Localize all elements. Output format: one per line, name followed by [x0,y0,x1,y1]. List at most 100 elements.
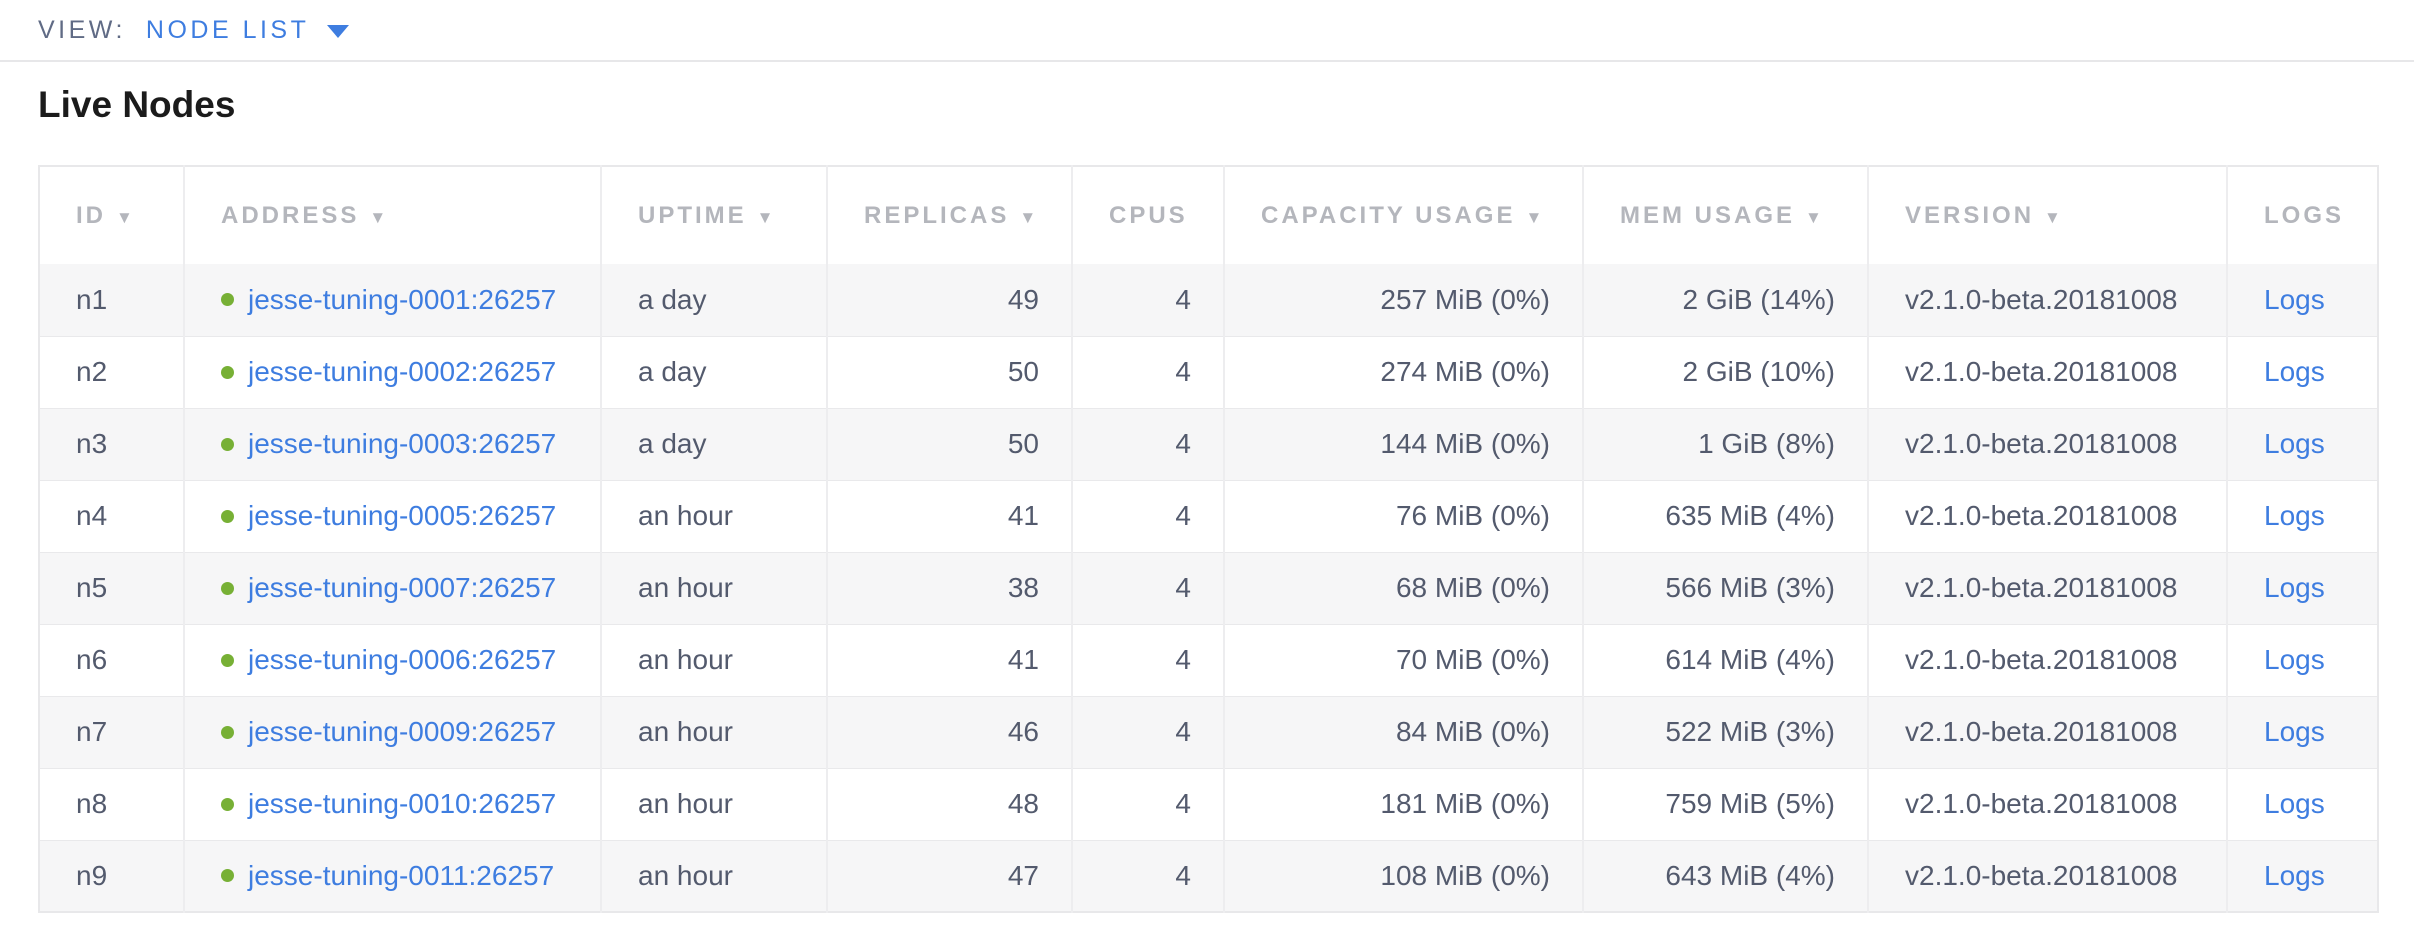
node-logs-link[interactable]: Logs [2264,283,2325,315]
node-logs-link[interactable]: Logs [2264,716,2325,747]
logs-cell: Logs [2227,264,2378,336]
view-selector[interactable]: NODE LIST [146,16,350,45]
capacity-cell: 274 MiB (0%) [1224,335,1584,408]
column-header-label: VERSION [1905,201,2035,229]
cpus-cell: 4 [1072,695,1225,768]
node-logs-link[interactable]: Logs [2264,644,2325,675]
id-cell: n9 [39,839,185,912]
replicas-cell: 48 [827,767,1073,840]
node-logs-link[interactable]: Logs [2264,428,2325,459]
address-cell: jesse-tuning-0002:26257 [184,335,602,408]
version-cell: v2.1.0-beta.20181008 [1868,335,2228,408]
capacity-cell: 70 MiB (0%) [1224,623,1584,696]
replicas-cell: 38 [827,551,1073,624]
sort-arrow-icon: ▼ [756,207,777,227]
node-address-link[interactable]: jesse-tuning-0007:26257 [248,572,557,603]
column-header-capacity[interactable]: CAPACITY USAGE ▼ [1224,166,1584,264]
address-cell: jesse-tuning-0006:26257 [184,623,602,696]
table-header-row: ID ▼ ADDRESS ▼ UPTIME ▼ REPLICAS ▼ CPUS CAPACITY … [39,166,2378,264]
cpus-cell: 4 [1072,839,1225,912]
column-header-mem[interactable]: MEM USAGE ▼ [1583,166,1869,264]
address-cell: jesse-tuning-0009:26257 [184,695,602,768]
logs-cell: Logs [2227,479,2378,552]
address-cell: jesse-tuning-0005:26257 [184,479,602,552]
column-header-id[interactable]: ID ▼ [39,166,185,264]
version-cell: v2.1.0-beta.20181008 [1868,695,2228,768]
uptime-cell: an hour [601,695,828,768]
node-logs-link[interactable]: Logs [2264,500,2325,531]
cpus-cell: 4 [1072,264,1225,336]
mem-cell: 614 MiB (4%) [1583,623,1869,696]
uptime-cell: a day [601,264,828,336]
uptime-cell: a day [601,407,828,480]
mem-cell: 643 MiB (4%) [1583,839,1869,912]
cpus-cell: 4 [1072,335,1225,408]
table-row: n8 jesse-tuning-0010:26257 an hour 48 4 181 M… [39,767,2378,840]
node-address-link[interactable]: jesse-tuning-0011:26257 [248,859,555,891]
node-healthy-status-icon [221,509,234,523]
address-cell: jesse-tuning-0010:26257 [184,767,602,840]
node-address-link[interactable]: jesse-tuning-0002:26257 [248,356,557,387]
mem-cell: 522 MiB (3%) [1583,695,1869,768]
mem-cell: 2 GiB (14%) [1583,264,1869,336]
version-cell: v2.1.0-beta.20181008 [1868,839,2228,912]
uptime-cell: an hour [601,839,828,912]
sort-arrow-icon: ▼ [1525,207,1546,227]
node-logs-link[interactable]: Logs [2264,788,2325,819]
capacity-cell: 144 MiB (0%) [1224,407,1584,480]
capacity-cell: 108 MiB (0%) [1224,839,1584,912]
column-header-uptime[interactable]: UPTIME ▼ [601,166,828,264]
mem-cell: 635 MiB (4%) [1583,479,1869,552]
capacity-cell: 84 MiB (0%) [1224,695,1584,768]
version-cell: v2.1.0-beta.20181008 [1868,551,2228,624]
column-header-address[interactable]: ADDRESS ▼ [184,166,602,264]
id-cell: n4 [39,479,185,552]
table-row: n7 jesse-tuning-0009:26257 an hour 46 4 84 Mi… [39,695,2378,768]
logs-cell: Logs [2227,407,2378,480]
replicas-cell: 49 [827,264,1073,336]
node-logs-link[interactable]: Logs [2264,356,2325,387]
id-cell: n5 [39,551,185,624]
cpus-cell: 4 [1072,767,1225,840]
address-cell: jesse-tuning-0003:26257 [184,407,602,480]
logs-cell: Logs [2227,767,2378,840]
sort-arrow-icon: ▼ [1805,207,1825,227]
node-address-link[interactable]: jesse-tuning-0009:26257 [248,716,557,747]
node-address-link[interactable]: jesse-tuning-0010:26257 [248,788,557,819]
chevron-down-icon [327,25,350,38]
node-address-link[interactable]: jesse-tuning-0003:26257 [248,428,557,459]
column-header-replicas[interactable]: REPLICAS ▼ [827,166,1073,264]
column-header-label: UPTIME [638,201,747,229]
node-logs-link[interactable]: Logs [2264,859,2325,891]
table-row: n2 jesse-tuning-0002:26257 a day 50 4 274 MiB… [39,335,2378,408]
capacity-cell: 76 MiB (0%) [1224,479,1584,552]
uptime-cell: an hour [601,623,828,696]
node-address-link[interactable]: jesse-tuning-0006:26257 [248,644,557,675]
version-cell: v2.1.0-beta.20181008 [1868,767,2228,840]
column-header-label: LOGS [2264,201,2345,229]
node-logs-link[interactable]: Logs [2264,572,2325,603]
capacity-cell: 181 MiB (0%) [1224,767,1584,840]
table-row: n4 jesse-tuning-0005:26257 an hour 41 4 76 Mi… [39,479,2378,552]
address-cell: jesse-tuning-0007:26257 [184,551,602,624]
id-cell: n2 [39,335,185,408]
uptime-cell: a day [601,335,828,408]
id-cell: n7 [39,695,185,768]
logs-cell: Logs [2227,695,2378,768]
node-address-link[interactable]: jesse-tuning-0005:26257 [248,500,557,531]
address-cell: jesse-tuning-0011:26257 [184,839,602,912]
node-healthy-status-icon [221,653,234,667]
replicas-cell: 41 [827,479,1073,552]
node-healthy-status-icon [221,365,234,379]
replicas-cell: 50 [827,407,1073,480]
node-address-link[interactable]: jesse-tuning-0001:26257 [248,283,557,315]
table-row: n3 jesse-tuning-0003:26257 a day 50 4 144 MiB… [39,407,2378,480]
version-cell: v2.1.0-beta.20181008 [1868,623,2228,696]
column-header-version[interactable]: VERSION ▼ [1868,166,2228,264]
logs-cell: Logs [2227,839,2378,912]
mem-cell: 1 GiB (8%) [1583,407,1869,480]
cpus-cell: 4 [1072,551,1225,624]
node-healthy-status-icon [221,437,234,451]
sort-arrow-icon: ▼ [2044,207,2064,227]
logs-cell: Logs [2227,335,2378,408]
